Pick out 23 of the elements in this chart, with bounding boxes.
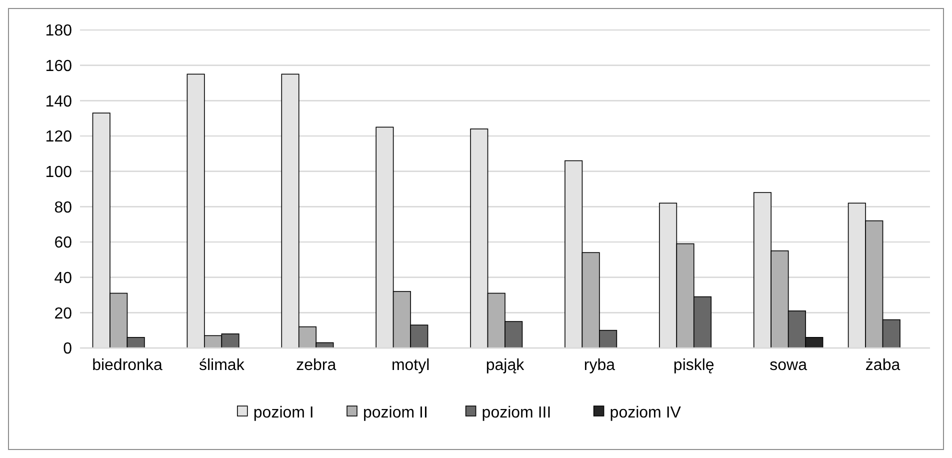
y-tick-label: 40: [54, 270, 72, 287]
y-tick-label: 140: [45, 93, 72, 110]
y-tick-label: 20: [54, 305, 72, 322]
legend-label: poziom IV: [610, 404, 682, 422]
y-tick-label: 180: [45, 22, 72, 40]
x-tick-label: biedronka: [92, 357, 162, 374]
x-tick-label: motyl: [391, 357, 430, 374]
y-tick-label: 120: [45, 128, 72, 146]
legend-label: poziom III: [482, 404, 552, 422]
x-tick-label: pająk: [486, 357, 526, 374]
x-tick-label: pisklę: [673, 357, 714, 374]
y-tick-label: 60: [54, 234, 72, 252]
y-tick-label: 160: [45, 58, 72, 75]
x-tick-label: zebra: [296, 357, 336, 374]
x-tick-label: żaba: [865, 357, 900, 374]
legend-label: poziom I: [253, 404, 314, 422]
y-tick-label: 80: [54, 199, 72, 216]
x-tick-label: sowa: [770, 357, 808, 374]
y-tick-label: 0: [63, 340, 72, 358]
y-tick-label: 100: [45, 164, 72, 181]
legend-label: poziom II: [363, 404, 428, 422]
x-tick-label: ślimak: [198, 357, 246, 374]
x-tick-label: ryba: [584, 357, 616, 374]
